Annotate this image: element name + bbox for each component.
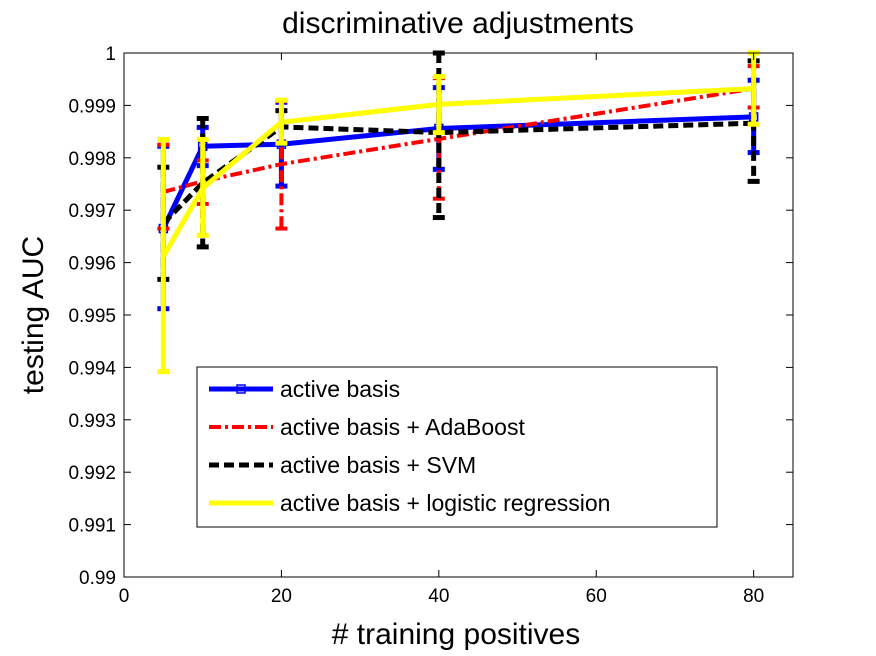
y-axis-label: testing AUC [17,236,50,394]
y-tick-label: 0.993 [68,411,116,432]
legend-entries: active basis active basis + AdaBoost activ… [209,376,610,516]
series-line [162,86,754,194]
x-tick-label: 0 [119,586,130,607]
legend-label: active basis + AdaBoost [280,414,525,440]
legend-box [196,366,718,528]
y-tick-label: 0.99 [79,568,116,589]
legend-label: active basis + SVM [280,452,476,478]
chart-title: discriminative adjustments [282,7,634,40]
y-tick-label: 0.998 [68,149,116,170]
y-tick-label: 0.994 [68,358,116,379]
legend-marker [236,384,246,394]
legend-label: active basis [280,376,400,402]
tick-layer: 0 20 40 60 80 0.99 0.991 0.992 0.993 0.994 0.995 0.… [68,44,793,607]
y-tick-label: 0.997 [68,201,116,222]
y-tick-label: 0.999 [68,96,116,117]
x-axis-label: # training positives [332,618,580,651]
x-tick-label: 60 [586,586,607,607]
legend: active basis active basis + AdaBoost activ… [196,366,718,528]
y-tick-label: 0.991 [68,516,116,537]
y-tick-label: 0.996 [68,254,116,275]
y-tick-label: 0.992 [68,463,116,484]
legend-label: active basis + logistic regression [280,490,610,516]
x-tick-label: 20 [271,586,292,607]
x-tick-label: 80 [743,586,764,607]
y-tick-label: 0.995 [68,306,116,327]
y-tick-label: 1 [105,44,116,65]
x-tick-label: 40 [428,586,449,607]
series-line [161,86,754,258]
series-layer [157,50,760,375]
